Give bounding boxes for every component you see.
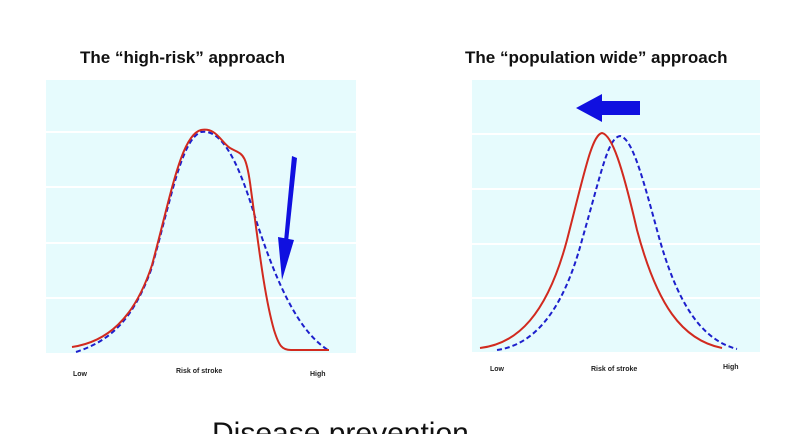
plot-background <box>472 80 760 352</box>
x-axis-high-label: High <box>723 364 739 371</box>
left-arrow-icon <box>576 94 640 122</box>
x-axis-high-label: High <box>310 371 326 378</box>
down-arrow-icon <box>278 156 297 280</box>
high-risk-panel-title: The “high-risk” approach <box>80 48 285 67</box>
population-wide-solid-curve <box>479 131 723 349</box>
x-axis-low-label: Low <box>73 371 87 378</box>
baseline-dashed-curve <box>496 134 738 351</box>
x-axis-low-label: Low <box>490 366 504 373</box>
baseline-dashed-curve <box>75 130 329 353</box>
x-axis-title: Risk of stroke <box>591 366 638 373</box>
population-wide-plot <box>472 80 760 352</box>
high-risk-plot <box>46 80 356 353</box>
slide-footer-title: Disease prevention <box>212 417 469 434</box>
population-wide-panel-title: The “population wide” approach <box>465 48 728 67</box>
x-axis-title: Risk of stroke <box>176 368 223 375</box>
plot-background <box>46 80 356 353</box>
gridlines <box>472 133 760 299</box>
high-risk-solid-curve <box>71 128 329 351</box>
